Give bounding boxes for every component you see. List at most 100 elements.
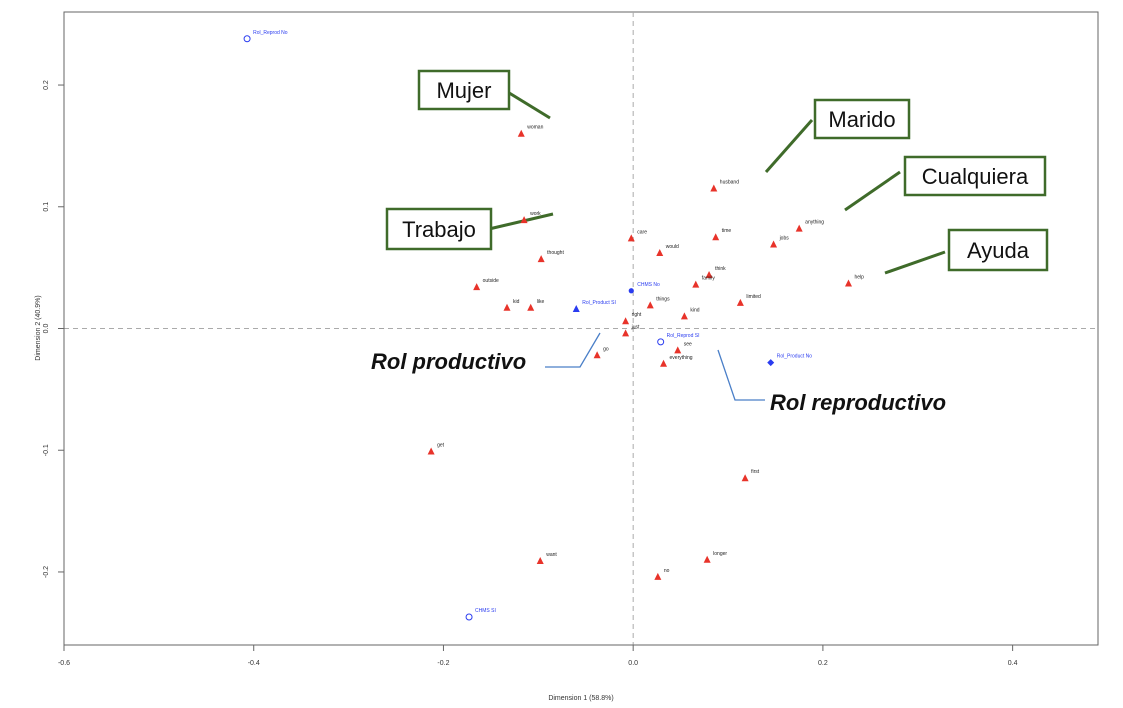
- category-point: CHMS SI: [465, 608, 496, 621]
- point-marker: [473, 283, 481, 291]
- word-point: care: [627, 229, 647, 242]
- point-marker: [680, 312, 688, 320]
- word-point: time: [712, 228, 731, 241]
- point-label: first: [751, 469, 760, 475]
- point-marker: [845, 279, 853, 287]
- point-label: anything: [805, 220, 824, 226]
- y-tick-label: 0.1: [43, 202, 50, 212]
- point-label: think: [715, 266, 726, 272]
- data-points: woman husband work anything time care jobs woul…: [243, 30, 864, 621]
- annotation-leader-line: [764, 119, 814, 173]
- point-marker: [660, 359, 668, 367]
- point-marker: [767, 359, 775, 367]
- word-point: longer: [703, 551, 727, 563]
- point-label: CHMS SI: [475, 608, 496, 614]
- y-tick-label: 0.2: [43, 80, 50, 90]
- x-axis-label: Dimension 1 (58.8%): [548, 695, 613, 702]
- point-marker: [646, 301, 654, 309]
- word-point: woman: [517, 125, 544, 137]
- point-marker: [527, 303, 535, 311]
- word-point: everything: [660, 355, 693, 367]
- word-point: would: [656, 244, 679, 257]
- point-marker: [712, 233, 720, 241]
- y-tick-label: -0.2: [43, 566, 50, 578]
- annotation-rol-productivo: Rol productivo: [371, 349, 526, 374]
- point-label: would: [666, 244, 679, 250]
- annotation-text: Cualquiera: [922, 164, 1029, 189]
- category-point: Rol_Reprod No: [243, 30, 288, 43]
- annotation-leader-line: [505, 89, 551, 120]
- annotation-box: [813, 98, 911, 140]
- point-label: get: [437, 442, 445, 448]
- word-point: get: [427, 442, 445, 455]
- word-point: work: [520, 211, 541, 224]
- annotation-mujer: Mujer: [417, 69, 511, 111]
- category-point: Rol_Product SI: [572, 300, 616, 313]
- point-label: limited: [746, 294, 761, 300]
- word-point: things: [646, 296, 670, 309]
- point-marker: [503, 303, 511, 311]
- word-point: no: [654, 568, 670, 580]
- annotation-text: Ayuda: [967, 238, 1030, 263]
- word-point: go: [593, 346, 609, 359]
- annotation-marido: Marido: [813, 98, 911, 140]
- y-tick-label: -0.1: [43, 444, 50, 456]
- annotation-trabajo: Trabajo: [385, 207, 493, 251]
- point-marker: [536, 557, 544, 565]
- point-label: jobs: [779, 236, 790, 242]
- point-marker: [656, 249, 664, 257]
- point-label: go: [603, 346, 609, 352]
- category-point: Rol_Reprod SI: [657, 333, 700, 346]
- y-tick-label: 0.0: [43, 324, 50, 334]
- point-label: work: [530, 211, 541, 217]
- annotation-cualquiera: Cualquiera: [903, 155, 1047, 197]
- point-marker: [741, 474, 749, 482]
- word-point: thought: [537, 250, 564, 263]
- word-point: help: [845, 274, 864, 287]
- word-point: first: [741, 469, 760, 482]
- word-point: like: [527, 299, 544, 311]
- annotation-box: [385, 207, 493, 251]
- point-marker: [622, 317, 630, 325]
- annotation-leader-line: [488, 212, 554, 231]
- annotation-text: Mujer: [436, 78, 491, 103]
- point-marker: [628, 288, 634, 294]
- point-label: CHMS No: [637, 282, 660, 288]
- annotation-box: [417, 69, 511, 111]
- annotation-leader-line: [545, 332, 601, 368]
- point-marker: [627, 234, 635, 242]
- x-tick-label: 0.2: [818, 660, 828, 667]
- point-label: husband: [720, 180, 739, 186]
- x-tick-label: -0.2: [437, 660, 449, 667]
- annotation-leader-line: [717, 349, 765, 401]
- point-marker: [517, 129, 525, 137]
- annotation-rol-reproductivo: Rol reproductivo: [770, 390, 946, 415]
- point-label: Rol_Product SI: [582, 300, 616, 306]
- annotations: Mujer Marido Cualquiera Trabajo Ayuda Rol pro…: [371, 69, 1049, 415]
- point-label: kind: [690, 307, 699, 313]
- point-label: woman: [527, 125, 543, 131]
- point-marker: [770, 240, 778, 248]
- point-marker: [537, 255, 545, 263]
- x-tick-label: -0.4: [248, 660, 260, 667]
- point-marker: [593, 351, 601, 359]
- annotation-box: [903, 155, 1047, 197]
- point-marker: [654, 572, 662, 580]
- point-marker: [692, 280, 700, 288]
- x-axis: -0.6 -0.4 -0.2 0.0 0.2 0.4: [58, 644, 1018, 667]
- point-label: family: [702, 276, 716, 282]
- annotation-text: Rol productivo: [371, 349, 526, 374]
- word-point: outside: [473, 278, 499, 291]
- point-label: Rol_Reprod SI: [667, 333, 700, 339]
- word-point: limited: [736, 294, 761, 306]
- annotation-lines: [488, 89, 946, 401]
- point-label: things: [656, 296, 670, 302]
- y-axis: -0.2 -0.1 0.0 0.1 0.2: [43, 80, 65, 578]
- word-point: think: [705, 266, 726, 278]
- word-point: anything: [795, 220, 824, 232]
- x-tick-label: 0.0: [628, 660, 638, 667]
- y-axis-label: Dimension 2 (40.9%): [35, 295, 42, 360]
- annotation-box: [947, 228, 1049, 272]
- word-point: kid: [503, 299, 520, 311]
